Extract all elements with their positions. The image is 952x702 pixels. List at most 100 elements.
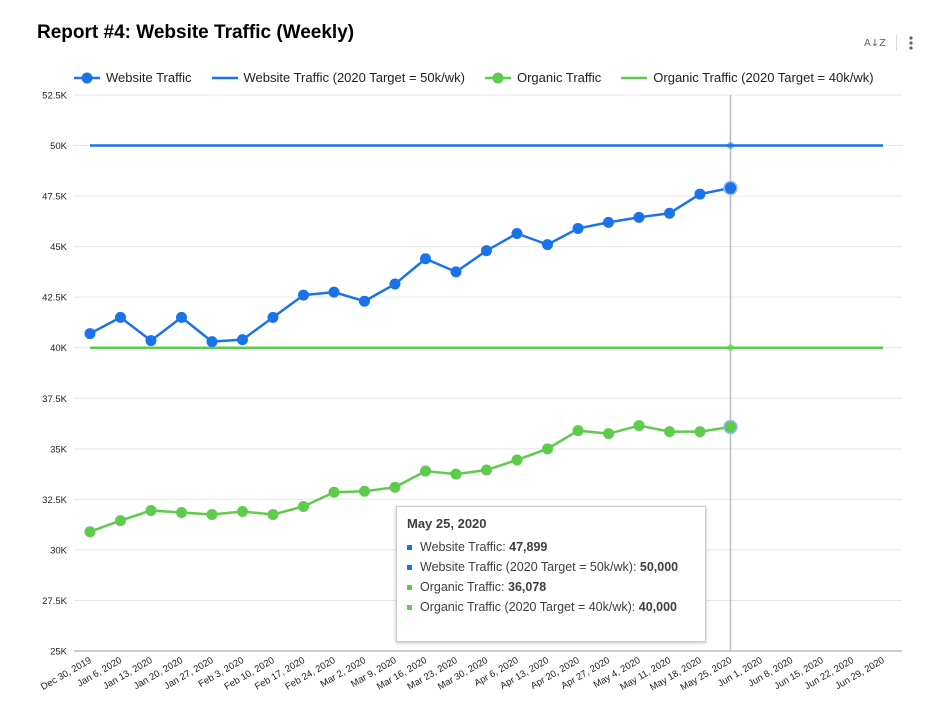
- y-tick-label: 40K: [50, 343, 68, 354]
- data-point[interactable]: [206, 336, 218, 348]
- y-axis-ticks: 25K 27.5K 30K 32.5K 35K 37.5K 40K 42.5K 45K 47.5K…: [42, 91, 67, 658]
- series-line-0: [89, 186, 731, 343]
- tooltip-date: May 25, 2020: [407, 516, 487, 531]
- tooltip-row: Website Traffic: 47,899: [407, 540, 695, 555]
- toolbar-divider: [896, 35, 897, 51]
- tooltip-value: 47,899: [509, 540, 548, 554]
- data-point[interactable]: [633, 420, 645, 432]
- legend-swatch-line-icon: [211, 76, 238, 79]
- data-point[interactable]: [511, 454, 523, 466]
- data-point[interactable]: [84, 526, 96, 538]
- data-point[interactable]: [267, 311, 279, 323]
- series-line-2: [89, 424, 731, 533]
- data-point[interactable]: [389, 278, 401, 290]
- data-point[interactable]: [176, 311, 187, 323]
- series-bullet-icon: [407, 545, 412, 550]
- data-point[interactable]: [633, 211, 645, 223]
- chart-legend: Website Traffic Website Traffic (2020 Ta…: [74, 70, 894, 85]
- y-tick-label: 35K: [50, 444, 68, 455]
- legend-swatch-line-dot-icon: [74, 72, 100, 83]
- tooltip-label: Organic Traffic:: [420, 580, 508, 594]
- y-tick-label: 27.5K: [42, 596, 67, 607]
- legend-label: Website Traffic: [106, 70, 192, 85]
- data-point[interactable]: [603, 428, 614, 440]
- series-bullet-icon: [407, 585, 412, 590]
- data-point[interactable]: [115, 311, 126, 323]
- hover-tooltip: May 25, 2020 Website Traffic: 47,899 Web…: [396, 506, 706, 642]
- data-point[interactable]: [572, 425, 584, 437]
- series-bullet-icon: [407, 565, 412, 570]
- y-tick-label: 45K: [50, 242, 68, 253]
- more-vert-icon[interactable]: [906, 32, 916, 54]
- data-point[interactable]: [237, 334, 248, 346]
- data-point[interactable]: [328, 286, 340, 298]
- legend-item-organic-traffic[interactable]: Organic Traffic: [484, 70, 602, 85]
- data-point[interactable]: [723, 419, 738, 435]
- data-point[interactable]: [298, 289, 309, 301]
- data-point[interactable]: [664, 207, 675, 219]
- tooltip-value: 40,000: [638, 600, 677, 614]
- legend-item-website-target[interactable]: Website Traffic (2020 Target = 50k/wk): [211, 70, 465, 85]
- y-tick-label: 52.5K: [42, 91, 67, 102]
- data-point[interactable]: [420, 253, 431, 265]
- y-tick-label: 25K: [50, 647, 68, 658]
- data-point[interactable]: [359, 295, 370, 307]
- y-tick-label: 50K: [50, 141, 68, 152]
- tooltip-value: 50,000: [639, 560, 679, 574]
- legend-label: Organic Traffic: [516, 70, 602, 85]
- data-point[interactable]: [450, 468, 462, 480]
- legend-item-organic-target[interactable]: Organic Traffic (2020 Target = 40k/wk): [621, 70, 874, 85]
- data-point[interactable]: [298, 500, 309, 512]
- data-point[interactable]: [450, 266, 462, 278]
- data-point[interactable]: [694, 426, 706, 438]
- y-tick-label: 47.5K: [42, 192, 67, 203]
- tooltip-row: Organic Traffic: 36,078: [407, 580, 695, 595]
- sort-az-icon[interactable]: A↓Z: [863, 37, 887, 49]
- data-point[interactable]: [328, 486, 340, 498]
- legend-label: Website Traffic (2020 Target = 50k/wk): [243, 70, 465, 85]
- data-point[interactable]: [359, 485, 370, 497]
- data-point[interactable]: [420, 465, 431, 477]
- data-point[interactable]: [572, 222, 584, 234]
- tooltip-row: Organic Traffic (2020 Target = 40k/wk): …: [407, 600, 695, 615]
- data-point[interactable]: [481, 464, 492, 476]
- legend-item-website-traffic[interactable]: Website Traffic: [74, 70, 192, 85]
- data-point[interactable]: [206, 509, 218, 521]
- series-points: [84, 142, 738, 538]
- data-point[interactable]: [115, 515, 126, 527]
- y-tick-label: 30K: [50, 545, 68, 556]
- data-point[interactable]: [542, 443, 553, 455]
- data-point[interactable]: [723, 180, 738, 196]
- legend-swatch-line-icon: [621, 76, 648, 79]
- y-tick-label: 37.5K: [42, 394, 67, 405]
- data-point[interactable]: [694, 188, 706, 200]
- tooltip-row: Website Traffic (2020 Target = 50k/wk): …: [407, 560, 695, 575]
- legend-swatch-line-dot-icon: [484, 72, 511, 83]
- data-point[interactable]: [145, 504, 157, 516]
- data-point-highlight: [727, 344, 734, 352]
- data-point[interactable]: [145, 335, 157, 347]
- data-point[interactable]: [389, 481, 401, 493]
- legend-label: Organic Traffic (2020 Target = 40k/wk): [653, 70, 874, 85]
- data-point-highlight: [727, 142, 734, 150]
- tooltip-label: Website Traffic:: [420, 540, 510, 554]
- data-point[interactable]: [84, 328, 96, 340]
- y-tick-label: 32.5K: [42, 495, 67, 506]
- series-lines: [89, 144, 883, 533]
- data-point[interactable]: [481, 245, 492, 257]
- data-point[interactable]: [664, 426, 675, 438]
- tooltip-label: Organic Traffic (2020 Target = 40k/wk):: [420, 600, 639, 614]
- data-point[interactable]: [176, 507, 187, 519]
- data-point[interactable]: [603, 216, 614, 228]
- chart-title: Report #4: Website Traffic (Weekly): [37, 22, 355, 43]
- y-tick-label: 42.5K: [42, 293, 67, 304]
- series-bullet-icon: [407, 605, 412, 610]
- data-point[interactable]: [267, 509, 279, 521]
- chart-toolbar: A↓Z: [863, 32, 916, 54]
- tooltip-label: Website Traffic (2020 Target = 50k/wk):: [420, 560, 640, 574]
- tooltip-value: 36,078: [508, 580, 547, 594]
- data-point[interactable]: [511, 227, 523, 239]
- data-point[interactable]: [237, 505, 248, 517]
- data-point[interactable]: [542, 239, 553, 251]
